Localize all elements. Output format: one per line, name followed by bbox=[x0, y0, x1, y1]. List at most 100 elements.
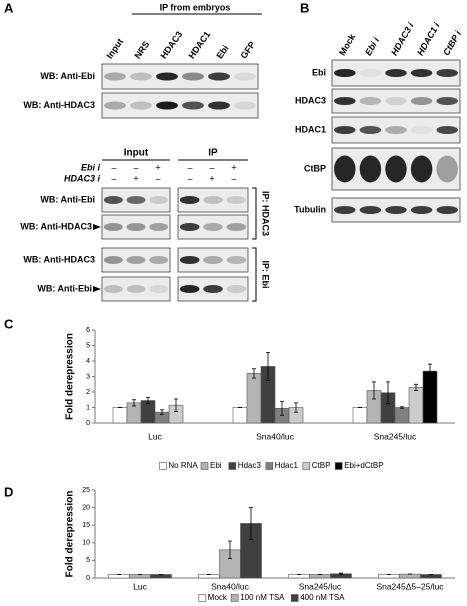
band bbox=[385, 206, 407, 214]
legend-swatch bbox=[228, 462, 237, 470]
bar bbox=[309, 574, 331, 579]
bar bbox=[150, 574, 172, 579]
error-bar bbox=[132, 399, 136, 407]
blot bbox=[101, 276, 171, 302]
lane-label: Ebi i bbox=[363, 35, 381, 57]
error-bar bbox=[174, 398, 178, 412]
legend-label: Hdac1 bbox=[275, 461, 299, 470]
bar bbox=[394, 407, 410, 424]
legend-label: 400 nM TSA bbox=[300, 593, 345, 602]
x-tick-label: Sna245/luc bbox=[374, 431, 417, 441]
y-tick-label: 2 bbox=[86, 389, 90, 396]
sign: + bbox=[133, 173, 138, 183]
blot bbox=[101, 214, 171, 240]
legend-label: Mock bbox=[208, 593, 228, 602]
row-label: HDAC3 bbox=[295, 95, 326, 105]
lane-label: CtBP i bbox=[441, 29, 463, 58]
y-tick-label: 1 bbox=[86, 404, 90, 411]
band bbox=[334, 155, 356, 183]
error-bar bbox=[280, 400, 284, 416]
x-tick-label: Sna40/luc bbox=[211, 581, 250, 591]
band bbox=[126, 285, 146, 293]
x-tick-label: Sna245/luc bbox=[299, 581, 342, 591]
band bbox=[334, 69, 356, 77]
band bbox=[334, 97, 356, 105]
bar bbox=[399, 573, 421, 579]
band bbox=[410, 97, 433, 105]
lane-label: GFP bbox=[238, 40, 257, 61]
band bbox=[234, 101, 256, 110]
row-label: Tubulin bbox=[294, 204, 326, 214]
blot bbox=[101, 247, 171, 273]
bar bbox=[108, 574, 130, 579]
y-axis-label: Fold derepression bbox=[65, 333, 76, 420]
legend-swatch bbox=[159, 462, 167, 470]
lane-label: Ebi bbox=[214, 43, 230, 60]
y-tick-label: 5 bbox=[86, 342, 90, 349]
band bbox=[410, 206, 433, 214]
band bbox=[334, 206, 356, 214]
row-label: WB: Anti-Ebi bbox=[37, 283, 92, 293]
band bbox=[126, 223, 146, 231]
condition-label: HDAC3 i bbox=[64, 173, 101, 183]
error-bar bbox=[428, 363, 432, 379]
bracket bbox=[252, 187, 257, 240]
band bbox=[436, 155, 458, 183]
band bbox=[208, 72, 230, 81]
band bbox=[410, 69, 433, 77]
legend-swatch bbox=[334, 462, 343, 470]
lane-label: Input bbox=[104, 37, 125, 61]
legend-swatch bbox=[265, 462, 274, 470]
error-bar bbox=[249, 507, 253, 540]
band bbox=[410, 155, 433, 183]
row-label: WB: Anti-Ebi bbox=[40, 194, 95, 204]
band bbox=[126, 256, 146, 264]
sign: – bbox=[155, 173, 160, 183]
bar bbox=[408, 387, 424, 424]
band bbox=[182, 72, 204, 81]
band bbox=[226, 196, 247, 204]
ip-label: IP: HDAC3 bbox=[261, 191, 271, 236]
error-bar bbox=[160, 409, 164, 415]
bar bbox=[129, 574, 151, 579]
x-tick-label: Luc bbox=[133, 581, 147, 591]
band bbox=[385, 155, 407, 183]
band bbox=[156, 101, 178, 110]
group-label: IP bbox=[208, 148, 218, 159]
panel-label: B bbox=[300, 0, 309, 15]
band bbox=[104, 72, 126, 81]
y-axis-label: Fold derepression bbox=[65, 491, 76, 578]
ip-label: IP: Ebi bbox=[261, 260, 271, 288]
legend-swatch bbox=[290, 594, 299, 602]
legend-label: 100 nM TSA bbox=[240, 593, 285, 602]
band bbox=[149, 223, 169, 231]
lane-label: HDAC1 i bbox=[415, 21, 442, 58]
band bbox=[359, 155, 382, 183]
y-tick-label: 5 bbox=[86, 557, 90, 564]
band bbox=[103, 256, 123, 264]
error-bar bbox=[146, 397, 150, 405]
y-tick-label: 3 bbox=[86, 373, 90, 380]
band bbox=[385, 69, 407, 77]
error-bar bbox=[386, 381, 390, 405]
band bbox=[334, 126, 356, 134]
sign: – bbox=[209, 162, 214, 172]
lane-label: HDAC1 bbox=[186, 29, 212, 60]
band bbox=[359, 69, 382, 77]
lane-label: HDAC3 i bbox=[389, 21, 416, 58]
band bbox=[436, 126, 458, 134]
x-tick-label: Luc bbox=[148, 431, 162, 441]
band bbox=[226, 256, 247, 264]
panel-label: A bbox=[4, 0, 14, 15]
band bbox=[436, 69, 458, 77]
band bbox=[149, 256, 169, 264]
band bbox=[179, 223, 200, 231]
band bbox=[149, 285, 169, 293]
band bbox=[203, 256, 223, 264]
band bbox=[359, 126, 382, 134]
condition-label: Ebi i bbox=[81, 162, 101, 172]
legend-swatch bbox=[200, 462, 209, 470]
bar bbox=[288, 574, 310, 579]
band bbox=[234, 72, 256, 81]
